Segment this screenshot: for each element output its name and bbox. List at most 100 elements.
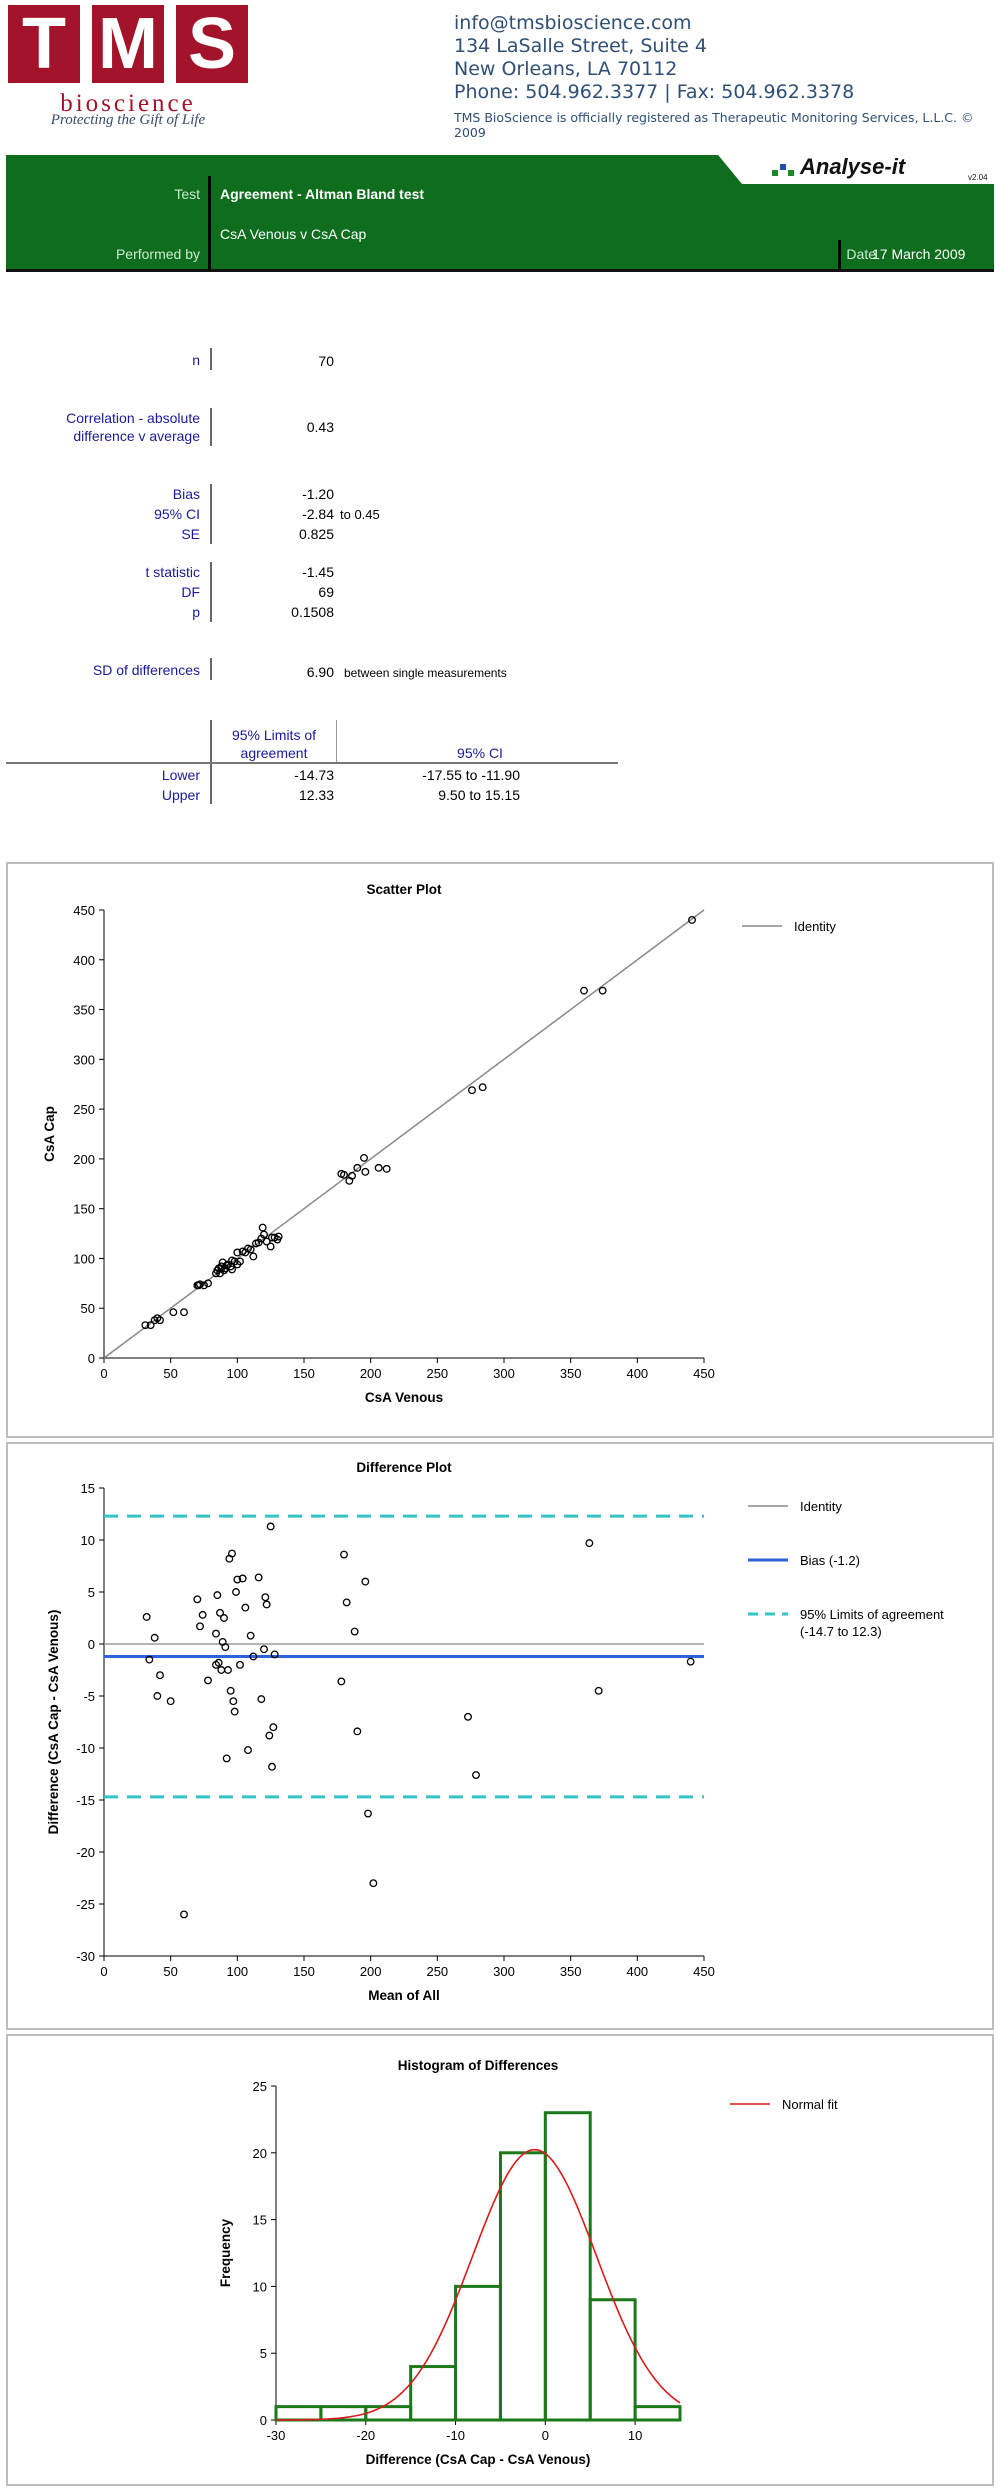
data-point [204, 1676, 212, 1685]
data-point [268, 1233, 276, 1242]
data-point [580, 986, 588, 995]
data-point [233, 1260, 242, 1269]
contact-city: New Orleans, LA 70112 [454, 58, 678, 80]
data-point [364, 1809, 372, 1818]
logo-tagline: Protecting the Gift of Life [50, 112, 206, 128]
y-tick-label: 10 [253, 2279, 267, 2294]
x-tick-label: 350 [560, 1964, 582, 1979]
data-point [265, 1731, 274, 1740]
p-label: p [192, 604, 200, 620]
chart-title: Difference Plot [356, 1460, 452, 1475]
data-point [382, 1164, 391, 1173]
data-point [214, 1658, 223, 1667]
data-point [374, 1163, 383, 1172]
data-point [260, 1645, 268, 1654]
logo-letter-t: T [8, 5, 80, 83]
data-point [246, 1631, 255, 1640]
data-point [262, 1237, 271, 1246]
data-point [145, 1655, 154, 1664]
difference-plot: 0 50 100 150 200 250 300 350 400 450-30-25-20-15-… [46, 1460, 944, 2003]
histogram-bar [633, 2405, 682, 2422]
y-tick-label: 0 [88, 1351, 95, 1366]
data-point [598, 986, 607, 995]
data-point [156, 1671, 164, 1680]
x-tick-label: 200 [360, 1964, 382, 1979]
n-value: 70 [318, 353, 334, 369]
histogram-bar [543, 2111, 592, 2422]
data-point [236, 1660, 244, 1669]
t-statistic-value: -1.45 [302, 564, 334, 580]
histogram-bar [454, 2284, 502, 2422]
legend-bias-label: Bias (-1.2) [800, 1553, 860, 1568]
data-point [353, 1727, 362, 1736]
identity-line [103, 909, 705, 1359]
y-tick-label: 15 [253, 2213, 267, 2228]
y-tick-label: 5 [88, 1585, 95, 1600]
y-tick-label: 350 [73, 1003, 95, 1018]
data-point [146, 1321, 155, 1330]
data-point [169, 1308, 178, 1317]
x-tick-label: 50 [163, 1964, 177, 1979]
sd-differences-note: between single measurements [344, 666, 507, 680]
data-point [261, 1593, 270, 1602]
x-tick-label: 400 [626, 1964, 648, 1979]
limits-header-line2: agreement [240, 745, 308, 761]
x-tick-label: 0 [100, 1964, 107, 1979]
df-value: 69 [318, 584, 334, 600]
data-point [464, 1712, 472, 1721]
contact-email: info@tmsbioscience.com [454, 12, 692, 34]
data-point [688, 916, 696, 924]
registration-note: TMS BioScience is officially registered … [454, 110, 974, 140]
stat-separator [210, 562, 212, 622]
upper-label: Upper [161, 787, 200, 803]
logo-letter-m: M [92, 5, 164, 83]
correlation-label-line2: difference v average [73, 428, 200, 444]
version-label: v2.04 [968, 173, 988, 182]
x-tick-label: 150 [293, 1964, 315, 1979]
data-point [142, 1613, 151, 1621]
logo-letter-s: S [176, 5, 248, 83]
y-tick-label: 25 [253, 2079, 267, 2094]
data-point [180, 1308, 188, 1317]
ci-label: 95% CI [154, 506, 200, 522]
ci-header: 95% CI [457, 745, 503, 761]
limits-header-line1: 95% Limits of [231, 727, 317, 743]
histogram-panel: -30 -20 -10 0 10 0 5 10 15 20 25 Histogram of Diffe… [6, 2034, 994, 2486]
data-point [224, 1666, 232, 1674]
y-tick-label: -20 [76, 1845, 95, 1860]
x-tick-label: 0 [542, 2428, 549, 2443]
y-tick-label: 200 [73, 1152, 95, 1167]
data-point [150, 1633, 159, 1642]
se-label: SE [181, 526, 200, 542]
legend-normal-fit-label: Normal fit [782, 2097, 838, 2112]
data-point [353, 1163, 362, 1172]
stat-separator [210, 484, 212, 544]
x-tick-label: 350 [560, 1366, 582, 1381]
data-point [166, 1697, 175, 1706]
y-axis-title: Difference (CsA Cap - CsA Venous) [46, 1610, 61, 1835]
x-tick-label: 10 [628, 2428, 642, 2443]
date-label: Date [846, 246, 876, 262]
legend-identity-label: Identity [800, 1499, 842, 1514]
chart-title: Scatter Plot [366, 882, 442, 897]
data-point [198, 1610, 207, 1619]
y-axis-title: CsA Cap [42, 1106, 57, 1162]
y-tick-label: 0 [88, 1637, 95, 1652]
x-tick-label: 100 [226, 1366, 248, 1381]
data-point [200, 1281, 208, 1290]
data-point [196, 1280, 204, 1289]
data-point [230, 1707, 239, 1716]
data-point [241, 1603, 250, 1612]
data-point [193, 1595, 202, 1604]
p-value: 0.1508 [291, 604, 334, 620]
upper-ci: 9.50 to 15.15 [438, 787, 520, 803]
chart-title: Histogram of Differences [398, 2058, 559, 2073]
t-statistic-label: t statistic [145, 564, 200, 580]
data-point [232, 1588, 240, 1596]
data-point [472, 1771, 480, 1779]
sd-differences-label: SD of differences [92, 662, 200, 678]
lower-limit: -14.73 [294, 767, 334, 783]
band-bottom-rule [6, 269, 994, 272]
data-point [204, 1279, 212, 1288]
histogram-of-differences: -30 -20 -10 0 10 0 5 10 15 20 25 Histogram of Diffe… [218, 2058, 838, 2467]
